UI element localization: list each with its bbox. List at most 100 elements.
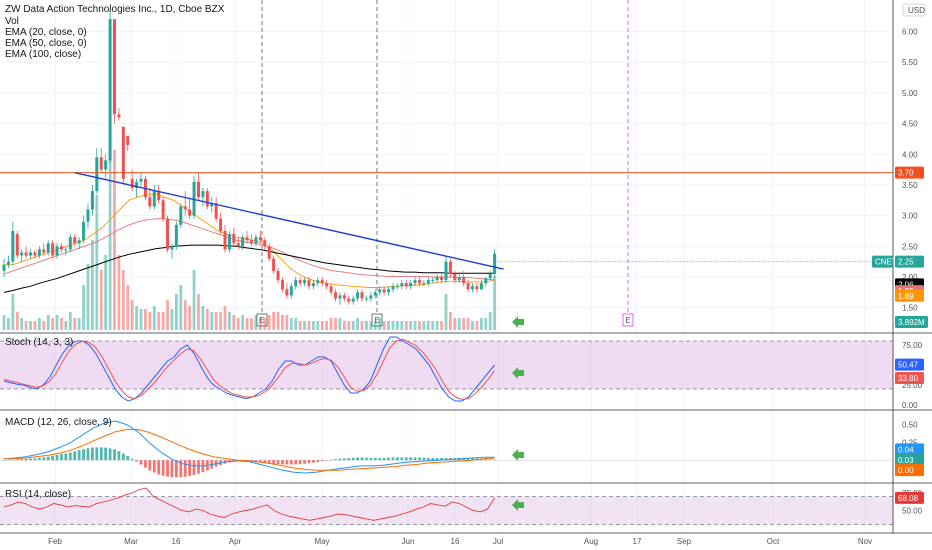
ema-100-tag: 2.06 <box>898 280 914 289</box>
candle-body <box>307 280 311 287</box>
stoch-k-line <box>3 336 495 402</box>
volume-bar <box>126 285 130 330</box>
stoch-label: Stoch (14, 3, 3) <box>5 337 73 348</box>
candle-body <box>475 286 479 290</box>
macd-histogram-bar <box>135 460 138 462</box>
volume-bar <box>400 321 404 330</box>
price-tick-label: 4.50 <box>902 120 918 129</box>
volume-bar <box>192 270 196 330</box>
macd-histogram-bar <box>91 447 94 461</box>
macd-histogram-bar <box>347 458 351 461</box>
ema-20-line <box>4 193 495 288</box>
macd-histogram-bar <box>121 453 125 461</box>
macd-histogram-bar <box>42 457 46 461</box>
candle-body <box>205 191 209 207</box>
candles <box>2 10 497 305</box>
rsi-label: RSI (14, close) <box>5 489 71 500</box>
volume-bar <box>161 312 165 330</box>
macd-histogram-bar <box>77 450 81 461</box>
volume-bar <box>276 312 280 330</box>
macd-histogram-bar <box>360 457 364 461</box>
stoch-d-line <box>3 338 496 400</box>
x-tick-label: Apr <box>229 537 242 546</box>
candle-body <box>201 191 205 198</box>
volume-bar <box>258 318 262 330</box>
candle-body <box>254 237 258 244</box>
volume-bar <box>475 321 479 330</box>
candle-body <box>183 206 187 210</box>
volume-bar <box>51 318 55 330</box>
macd-histogram-bar <box>24 458 28 461</box>
stoch-tick-label: 75.00 <box>902 341 923 350</box>
macd-tick-label: 0.25 <box>902 438 918 447</box>
macd-histogram-bar <box>493 459 497 461</box>
volume-bar <box>223 306 227 330</box>
volume-bar <box>228 312 231 330</box>
macd-label: MACD (12, 26, close, 9) <box>5 417 112 428</box>
volume-bar <box>11 294 15 330</box>
volume-bar <box>7 318 10 330</box>
macd-histogram-bar <box>33 458 37 461</box>
volume-bar <box>144 309 147 330</box>
rsi-line <box>3 487 495 521</box>
candle-body <box>488 273 492 279</box>
candle-body <box>391 286 395 290</box>
macd-histogram-bar <box>174 460 178 478</box>
volume-tag-bg <box>895 316 928 328</box>
candle-body <box>466 283 470 290</box>
candle-body <box>174 224 178 247</box>
volume-bar <box>183 300 187 330</box>
currency-badge[interactable] <box>902 3 926 17</box>
candle-body <box>311 283 315 287</box>
legend-vol: Vol <box>5 16 19 27</box>
macd-histogram-bar <box>152 460 156 473</box>
rsi-tag-bg <box>895 491 924 504</box>
volume-bar <box>68 312 72 330</box>
candle-body <box>232 234 236 244</box>
earnings-letter: E <box>259 316 264 325</box>
currency-label: USD <box>908 6 925 15</box>
macd-tag-bg <box>895 443 924 456</box>
volume-bar <box>418 321 421 330</box>
x-tick-label: 17 <box>633 537 642 546</box>
candle-body <box>20 252 24 256</box>
candle-body <box>329 286 333 293</box>
macd-histogram-bar <box>325 460 329 461</box>
candle-body <box>360 292 364 299</box>
volume-bar <box>316 321 320 330</box>
volume-bar <box>413 321 417 330</box>
stoch-band <box>0 341 893 389</box>
candle-body <box>426 280 430 284</box>
volume-bar <box>347 321 351 330</box>
candle-body <box>444 261 448 281</box>
volume-bar <box>46 315 50 330</box>
volume-bar <box>298 321 302 330</box>
volume-bar <box>462 318 466 330</box>
volume-bar <box>245 318 249 330</box>
candle-body <box>227 234 231 250</box>
macd-histogram-bar <box>378 458 382 461</box>
candle-body <box>245 237 249 241</box>
volume-bar <box>99 270 103 330</box>
macd-histogram-bar <box>263 460 267 463</box>
volume-bar <box>135 306 138 330</box>
candle-body <box>351 298 355 302</box>
price-tick-label: 1.50 <box>902 304 918 313</box>
volume-bar <box>148 312 152 330</box>
x-tick-label: Feb <box>48 537 62 546</box>
volume-bar <box>312 321 315 330</box>
candle-body <box>484 278 488 284</box>
x-tick-label: Sep <box>677 537 692 546</box>
volume-bar <box>179 285 183 330</box>
volume-bar <box>365 321 368 330</box>
price-tick-label: 2.00 <box>902 273 918 282</box>
candle-body <box>51 243 55 256</box>
volume-bar <box>479 318 483 330</box>
candle-body <box>435 277 439 281</box>
macd-histogram-bar <box>395 457 399 461</box>
candle-body <box>113 19 116 115</box>
macd-histogram-bar <box>281 460 284 465</box>
ema-100-line <box>3 244 495 293</box>
macd-histogram-bar <box>157 460 161 475</box>
